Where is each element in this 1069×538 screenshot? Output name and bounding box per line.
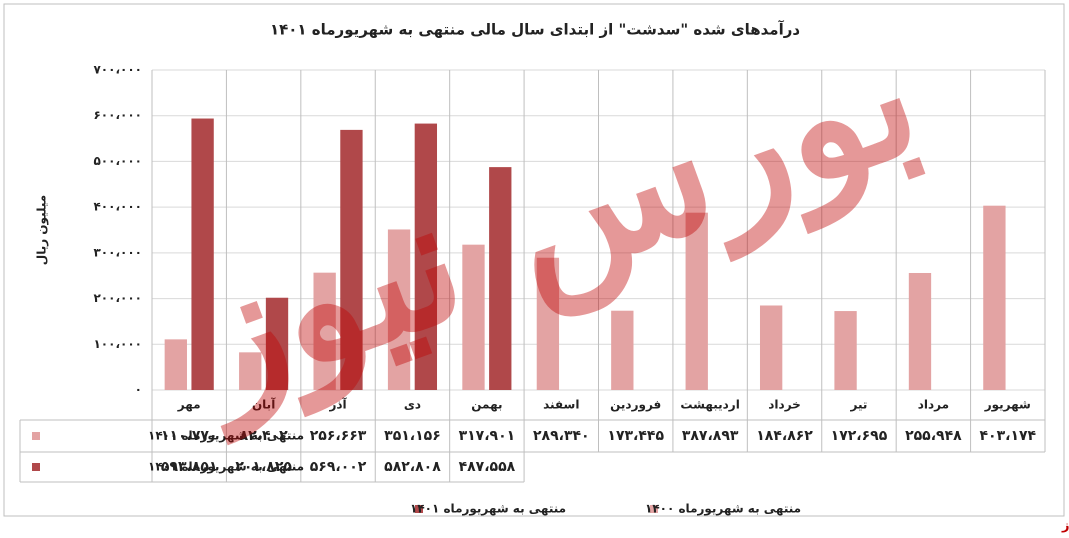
bar — [908, 272, 932, 390]
bar — [313, 272, 336, 390]
source: بورس نیوز — [1061, 519, 1069, 534]
table-value: ۵۹۳،۸۵۱ — [161, 459, 218, 475]
y-tick-label: ۷۰۰،۰۰۰ — [93, 63, 142, 77]
table-value: ۲۸۹،۳۴۰ — [533, 428, 590, 444]
table-value: ۳۱۷،۹۰۱ — [459, 428, 516, 444]
y-tick-label: ۱۰۰،۰۰۰ — [93, 337, 142, 351]
x-tick-label: دی — [404, 398, 421, 412]
row-key — [32, 432, 40, 440]
bar — [265, 297, 289, 390]
table-value: ۲۰۱،۸۲۵ — [235, 459, 292, 475]
legend-swatch — [650, 505, 658, 513]
bar — [387, 229, 411, 390]
x-tick-label: مهر — [177, 398, 201, 412]
x-tick-label: فروردین — [610, 398, 661, 413]
table-value: ۱۷۲،۶۹۵ — [831, 428, 888, 444]
table-value: ۲۵۶،۶۶۳ — [310, 428, 367, 444]
x-tick-label: اردیبهشت — [680, 398, 739, 412]
bar — [834, 311, 857, 390]
table-value: ۴۰۳،۱۷۴ — [979, 428, 1036, 444]
table-value: ۲۵۵،۹۴۸ — [905, 428, 962, 444]
x-tick-label: اسفند — [543, 398, 579, 412]
table-value: ۱۸۴،۸۶۲ — [756, 428, 813, 444]
y-tick-label: ۴۰۰،۰۰۰ — [93, 200, 142, 214]
x-tick-label: آبان — [252, 397, 276, 412]
bar — [611, 310, 634, 390]
y-tick-label: ۵۰۰،۰۰۰ — [93, 154, 142, 168]
table-value: ۸۲،۴۰۲ — [240, 428, 288, 444]
x-tick-label: مرداد — [918, 398, 949, 412]
y-tick-label: ۶۰۰،۰۰۰ — [93, 108, 142, 122]
bar — [340, 129, 363, 390]
y-axis-label: میلیون ریال — [35, 195, 50, 265]
x-tick-label: تیر — [850, 398, 868, 412]
x-tick-label: بهمن — [471, 398, 502, 412]
y-tick-label: ۳۰۰،۰۰۰ — [93, 245, 142, 259]
row-header: منتهی به شهریورماه ۱۴۰۱ — [148, 460, 304, 475]
bar — [239, 352, 262, 390]
bar — [685, 212, 708, 390]
x-tick-label: شهریور — [984, 398, 1031, 413]
chart-title: درآمدهای شده "سدشت" از ابتدای سال مالی م… — [270, 21, 800, 39]
bar — [164, 339, 187, 390]
y-tick-label: ۰ — [135, 383, 142, 397]
row-key — [32, 463, 40, 471]
x-tick-label: آذر — [328, 397, 347, 412]
x-tick-label: خرداد — [768, 398, 801, 412]
table-value: ۵۶۹،۰۰۲ — [310, 459, 367, 475]
table-value: ۳۸۷،۸۹۳ — [682, 428, 739, 444]
bar — [759, 305, 783, 390]
chart-frame — [3, 3, 1065, 517]
bar — [462, 244, 485, 390]
bar — [536, 257, 560, 390]
legend-swatch — [415, 505, 423, 513]
table-value: ۴۸۷،۵۵۸ — [459, 459, 516, 475]
table-value: ۱۷۳،۴۴۵ — [607, 428, 664, 444]
table-value: ۳۵۱،۱۵۶ — [384, 428, 441, 444]
bar — [191, 118, 214, 390]
legend-label: منتهی به شهریورماه ۱۴۰۱ — [410, 502, 566, 517]
y-tick-label: ۲۰۰،۰۰۰ — [93, 291, 142, 305]
legend-label: منتهی به شهریورماه ۱۴۰۰ — [645, 502, 801, 517]
table-value: ۱۱۰،۷۷۰ — [161, 428, 218, 444]
row-header: منتهی به شهریورماه ۱۴۰۰ — [148, 429, 304, 444]
bar — [414, 123, 438, 390]
bar — [489, 167, 512, 390]
bar — [983, 205, 1006, 390]
table-value: ۵۸۲،۸۰۸ — [384, 459, 441, 475]
